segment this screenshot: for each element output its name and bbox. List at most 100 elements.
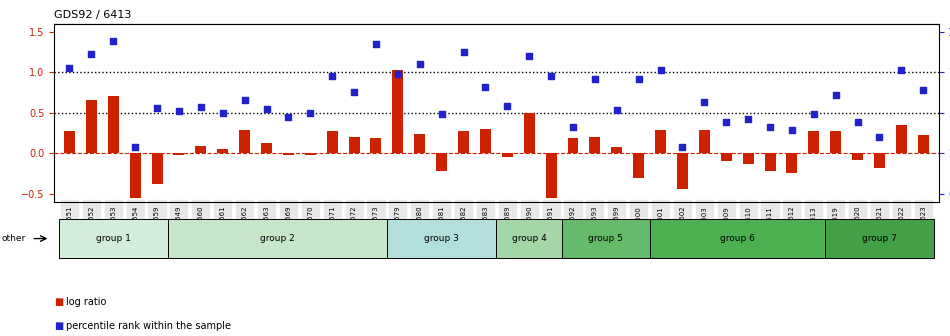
Point: [171, 108, 186, 114]
Bar: [283, 153, 294, 156]
Point: [84, 52, 99, 57]
Point: [565, 124, 580, 130]
Bar: [611, 146, 622, 153]
Bar: [107, 96, 119, 153]
Point: [149, 105, 164, 111]
Text: group 7: group 7: [862, 234, 897, 243]
Point: [193, 104, 208, 110]
Bar: [86, 100, 97, 153]
Bar: [480, 129, 491, 153]
Point: [894, 68, 909, 73]
Point: [916, 87, 931, 93]
Point: [674, 144, 690, 149]
Bar: [765, 153, 775, 171]
Point: [303, 110, 318, 115]
Bar: [436, 153, 447, 171]
Bar: [721, 153, 732, 161]
Bar: [414, 134, 426, 153]
Point: [609, 108, 624, 113]
Bar: [743, 153, 753, 164]
Point: [653, 68, 668, 73]
Text: percentile rank within the sample: percentile rank within the sample: [66, 321, 232, 331]
Bar: [130, 153, 141, 198]
Bar: [152, 153, 162, 184]
Bar: [327, 131, 337, 153]
Point: [785, 128, 800, 133]
Text: group 4: group 4: [512, 234, 546, 243]
Point: [478, 84, 493, 89]
Point: [325, 74, 340, 79]
Point: [850, 120, 865, 125]
Bar: [261, 143, 272, 153]
Bar: [634, 153, 644, 178]
Bar: [168, 219, 387, 258]
Text: ■: ■: [54, 297, 64, 307]
Bar: [677, 153, 688, 188]
Bar: [830, 131, 841, 153]
Point: [347, 90, 362, 95]
Point: [237, 98, 252, 103]
Bar: [562, 219, 650, 258]
Point: [587, 76, 602, 81]
Point: [456, 49, 471, 54]
Text: GDS92 / 6413: GDS92 / 6413: [54, 10, 131, 20]
Bar: [787, 153, 797, 173]
Bar: [650, 219, 825, 258]
Bar: [545, 153, 557, 198]
Bar: [218, 149, 228, 153]
Point: [281, 115, 296, 120]
Bar: [656, 130, 666, 153]
Bar: [392, 71, 404, 153]
Text: other: other: [2, 234, 27, 243]
Point: [543, 74, 559, 79]
Bar: [502, 153, 513, 157]
Point: [127, 144, 142, 149]
Bar: [370, 138, 382, 153]
Text: group 2: group 2: [260, 234, 294, 243]
Point: [741, 116, 756, 122]
Bar: [196, 146, 206, 153]
Point: [434, 112, 449, 117]
Bar: [496, 219, 562, 258]
Bar: [567, 138, 579, 153]
Text: log ratio: log ratio: [66, 297, 106, 307]
Bar: [64, 131, 75, 153]
Bar: [825, 219, 934, 258]
Point: [259, 106, 275, 111]
Bar: [305, 153, 315, 156]
Bar: [896, 125, 907, 153]
Text: group 5: group 5: [588, 234, 623, 243]
Point: [500, 103, 515, 109]
Point: [828, 92, 844, 97]
Bar: [918, 135, 929, 153]
Point: [718, 120, 733, 125]
Point: [369, 41, 384, 46]
Bar: [589, 137, 600, 153]
Bar: [808, 131, 819, 153]
Text: group 6: group 6: [720, 234, 754, 243]
Bar: [59, 219, 168, 258]
Bar: [174, 153, 184, 155]
Point: [390, 71, 406, 76]
Point: [807, 112, 822, 117]
Point: [696, 99, 712, 105]
Bar: [852, 153, 863, 160]
Bar: [349, 137, 359, 153]
Bar: [239, 130, 250, 153]
Bar: [699, 130, 710, 153]
Bar: [874, 153, 885, 168]
Bar: [458, 131, 469, 153]
Point: [763, 124, 778, 130]
Text: group 1: group 1: [96, 234, 131, 243]
Point: [215, 110, 230, 115]
Point: [105, 39, 121, 44]
Bar: [387, 219, 496, 258]
Point: [62, 65, 77, 71]
Point: [872, 134, 887, 139]
Point: [631, 76, 646, 81]
Text: ■: ■: [54, 321, 64, 331]
Text: group 3: group 3: [425, 234, 459, 243]
Bar: [523, 113, 535, 153]
Point: [412, 61, 428, 67]
Point: [522, 53, 537, 58]
